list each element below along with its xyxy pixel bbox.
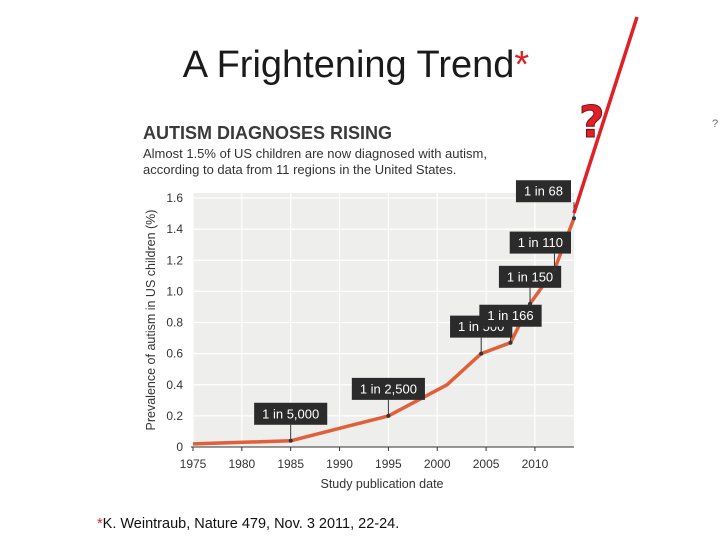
y-tick-label: 0 [176, 440, 183, 454]
data-point [508, 340, 513, 345]
callout-label: 1 in 68 [524, 184, 563, 199]
question-mark: ? [579, 97, 605, 148]
data-point [386, 413, 391, 418]
gridlines [192, 193, 574, 447]
axis-ticks: 0 0.2 0.4 0.6 0.8 1.0 1.2 1.4 1.6 1975 1980 1985 199… [166, 191, 548, 471]
y-tick-label: 1.2 [166, 253, 183, 267]
y-tick-label: 0.6 [166, 347, 183, 361]
callout: 1 in 2,500 [351, 377, 425, 418]
callout-label: 1 in 110 [518, 235, 563, 250]
data-point [479, 351, 484, 356]
data-point [288, 438, 293, 443]
callout: 1 in 68 [515, 180, 576, 221]
callout-label: 1 in 150 [507, 269, 553, 284]
x-tick-label: 1985 [277, 457, 304, 471]
chart-title: AUTISM DIAGNOSES RISING [143, 123, 392, 143]
callout-label: 1 in 166 [487, 308, 533, 323]
data-point [552, 267, 557, 272]
y-tick-label: 0.8 [166, 316, 183, 330]
y-tick-label: 1.4 [166, 222, 183, 236]
x-axis-label: Study publication date [320, 477, 443, 491]
footnote: *K. Weintraub, Nature 479, Nov. 3 2011, … [97, 516, 399, 532]
x-tick-label: 1980 [228, 457, 255, 471]
y-tick-label: 1.0 [166, 284, 183, 298]
callout-box [479, 304, 542, 327]
x-tick-label: 2005 [473, 457, 500, 471]
trend-arrow [572, 16, 639, 214]
x-tick-label: 1990 [326, 457, 353, 471]
slide-title-text: A Frightening Trend [182, 44, 515, 86]
callout: 1 in 5,000 [254, 402, 328, 443]
chart-subtitle-line-2: according to data from 11 regions in the… [143, 162, 456, 177]
callout-box [498, 265, 562, 288]
x-tick-label: 1995 [375, 457, 402, 471]
y-tick-label: 0.2 [166, 409, 183, 423]
y-axis-label: Prevalence of autism in US children (%) [144, 210, 158, 431]
x-tick-label: 1975 [180, 457, 207, 471]
chart-subtitle-line-1: Almost 1.5% of US children are now diagn… [143, 146, 487, 161]
side-question-mark: ? [712, 118, 719, 130]
callout: 1 in 110 [509, 231, 571, 272]
data-point [528, 301, 533, 306]
callout: 1 in 166 [479, 304, 542, 345]
slide-title: A Frightening Trend* [0, 44, 720, 87]
y-tick-label: 1.6 [166, 191, 183, 205]
data-point [572, 216, 576, 221]
callout-label: 1 in 2,500 [360, 381, 417, 396]
callout-box [515, 180, 571, 203]
title-asterisk: * [514, 44, 530, 86]
y-tick-label: 0.4 [166, 378, 183, 392]
footnote-asterisk: * [97, 516, 103, 532]
callout-box [351, 377, 425, 400]
x-tick-label: 2000 [424, 457, 451, 471]
callout: 1 in 150 [498, 265, 562, 306]
x-tick-label: 2010 [522, 457, 549, 471]
callout-label: 1 in 5,000 [262, 406, 319, 421]
callout-box [254, 402, 328, 425]
callout-box [509, 231, 571, 254]
footnote-text: K. Weintraub, Nature 479, Nov. 3 2011, 2… [102, 516, 400, 532]
